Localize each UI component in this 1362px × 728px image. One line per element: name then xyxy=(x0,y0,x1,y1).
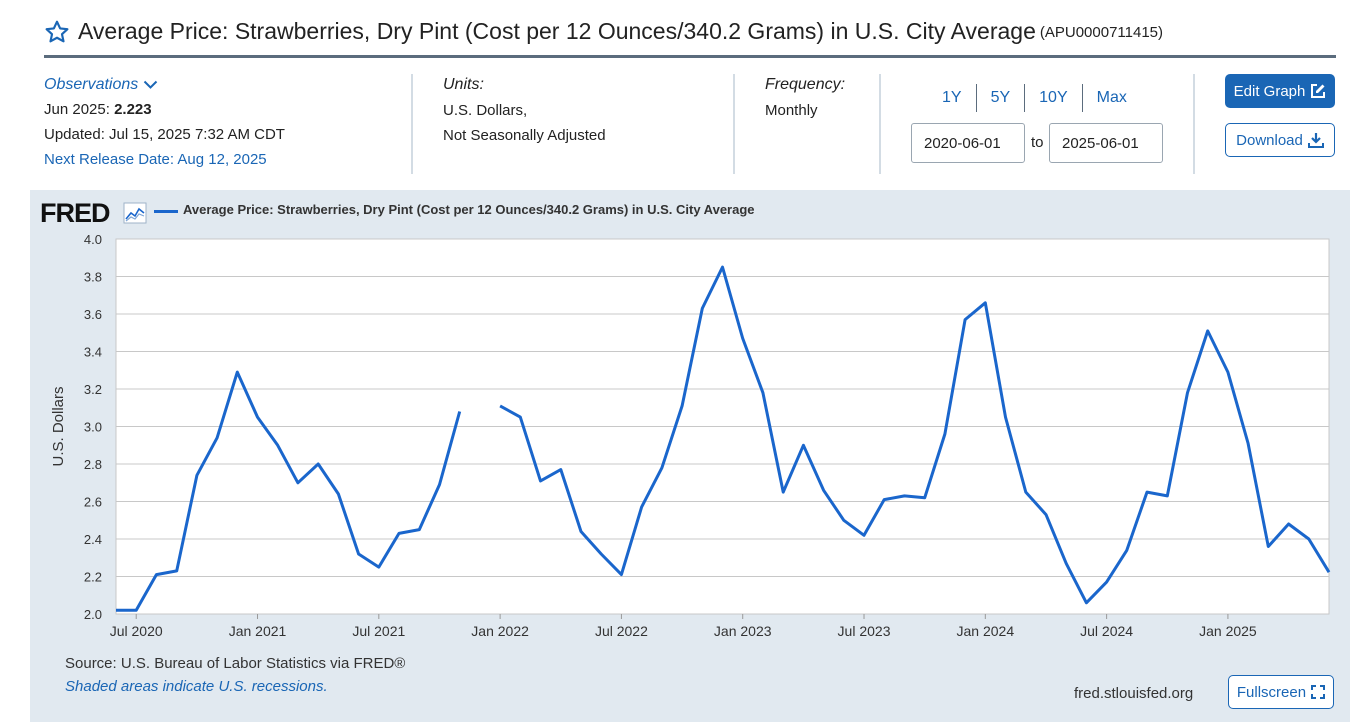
legend-swatch xyxy=(154,210,178,213)
series-id: (APU0000711415) xyxy=(1039,24,1164,41)
y-tick-label: 3.6 xyxy=(84,307,102,322)
download-label: Download xyxy=(1236,131,1303,149)
observations-block: Observations Jun 2025: 2.223 Updated: Ju… xyxy=(44,72,285,172)
units-line-1: U.S. Dollars, xyxy=(443,102,528,119)
title-row: Average Price: Strawberries, Dry Pint (C… xyxy=(44,14,1336,58)
y-tick-label: 3.8 xyxy=(84,270,102,285)
frequency-label: Frequency: xyxy=(765,76,846,93)
x-tick-label: Jan 2021 xyxy=(229,623,287,639)
updated-text: Updated: Jul 15, 2025 7:32 AM CDT xyxy=(44,126,285,143)
y-tick-label: 3.2 xyxy=(84,382,102,397)
graph-panel: FRED Average Price: Strawberries, Dry Pi… xyxy=(30,190,1350,722)
y-tick-label: 2.6 xyxy=(84,495,102,510)
x-tick-label: Jan 2022 xyxy=(471,623,529,639)
frequency-block: Frequency: Monthly xyxy=(765,72,845,123)
range-5y-button[interactable]: 5Y xyxy=(975,84,1025,112)
legend-label: Average Price: Strawberries, Dry Pint (C… xyxy=(183,202,755,217)
x-tick-label: Jul 2022 xyxy=(595,623,648,639)
start-date-input[interactable] xyxy=(911,123,1025,163)
x-tick-label: Jul 2020 xyxy=(110,623,163,639)
y-tick-label: 2.2 xyxy=(84,570,102,585)
line-chart: 2.0 2.2 2.4 2.6 2.8 3.0 3.2 3.4 3.6 3.8 4.0 Jul 202… xyxy=(50,232,1331,639)
next-release-link[interactable]: Next Release Date: Aug 12, 2025 xyxy=(44,151,267,168)
range-buttons: 1Y 5Y 10Y Max xyxy=(928,84,1141,112)
x-tick-label: Jan 2023 xyxy=(714,623,772,639)
x-tick-label: Jan 2025 xyxy=(1199,623,1257,639)
frequency-value: Monthly xyxy=(765,102,818,119)
divider xyxy=(879,74,881,174)
units-line-2: Not Seasonally Adjusted xyxy=(443,127,606,144)
star-icon[interactable] xyxy=(44,19,70,45)
range-1y-button[interactable]: 1Y xyxy=(942,89,962,106)
download-button[interactable]: Download xyxy=(1225,123,1335,157)
units-label: Units: xyxy=(443,76,484,93)
page-title: Average Price: Strawberries, Dry Pint (C… xyxy=(78,18,1036,44)
y-axis-label: U.S. Dollars xyxy=(50,386,67,466)
y-tick-label: 2.0 xyxy=(84,607,102,622)
observations-link-label: Observations xyxy=(44,76,139,93)
chevron-down-icon xyxy=(144,80,158,89)
source-text: Source: U.S. Bureau of Labor Statistics … xyxy=(65,655,406,672)
y-tick-label: 2.4 xyxy=(84,532,102,547)
fullscreen-icon xyxy=(1311,685,1326,699)
series-line xyxy=(116,370,462,612)
y-tick-label: 4.0 xyxy=(84,232,102,247)
edit-icon xyxy=(1311,84,1326,98)
observations-link[interactable]: Observations xyxy=(44,72,158,97)
y-tick-label: 3.4 xyxy=(84,345,102,360)
fred-chart-icon xyxy=(123,202,147,224)
fullscreen-label: Fullscreen xyxy=(1236,683,1307,701)
divider xyxy=(1193,74,1195,174)
latest-observation: Jun 2025: 2.223 xyxy=(44,97,285,122)
y-tick-label: 3.0 xyxy=(84,420,102,435)
edit-graph-label: Edit Graph xyxy=(1233,82,1306,100)
divider xyxy=(733,74,735,174)
x-tick-label: Jul 2021 xyxy=(352,623,405,639)
to-label: to xyxy=(1031,134,1044,151)
range-max-button[interactable]: Max xyxy=(1081,84,1141,112)
download-icon xyxy=(1307,133,1324,148)
divider xyxy=(411,74,413,174)
fred-logo: FRED xyxy=(40,198,110,228)
observation-value: 2.223 xyxy=(114,101,152,118)
fullscreen-button[interactable]: Fullscreen xyxy=(1228,675,1334,709)
x-tick-label: Jan 2024 xyxy=(957,623,1015,639)
edit-graph-button[interactable]: Edit Graph xyxy=(1225,74,1335,108)
plot-border xyxy=(115,238,1330,615)
observation-date: Jun 2025: xyxy=(44,101,110,118)
footer-url[interactable]: fred.stlouisfed.org xyxy=(1074,685,1194,702)
recession-note: Shaded areas indicate U.S. recessions. xyxy=(65,678,328,695)
x-tick-label: Jul 2023 xyxy=(838,623,891,639)
series-line xyxy=(499,265,1331,605)
y-tick-label: 2.8 xyxy=(84,457,102,472)
end-date-input[interactable] xyxy=(1049,123,1163,163)
units-block: Units: U.S. Dollars, Not Seasonally Adju… xyxy=(443,72,606,148)
range-10y-button[interactable]: 10Y xyxy=(1024,84,1081,112)
x-tick-label: Jul 2024 xyxy=(1080,623,1133,639)
